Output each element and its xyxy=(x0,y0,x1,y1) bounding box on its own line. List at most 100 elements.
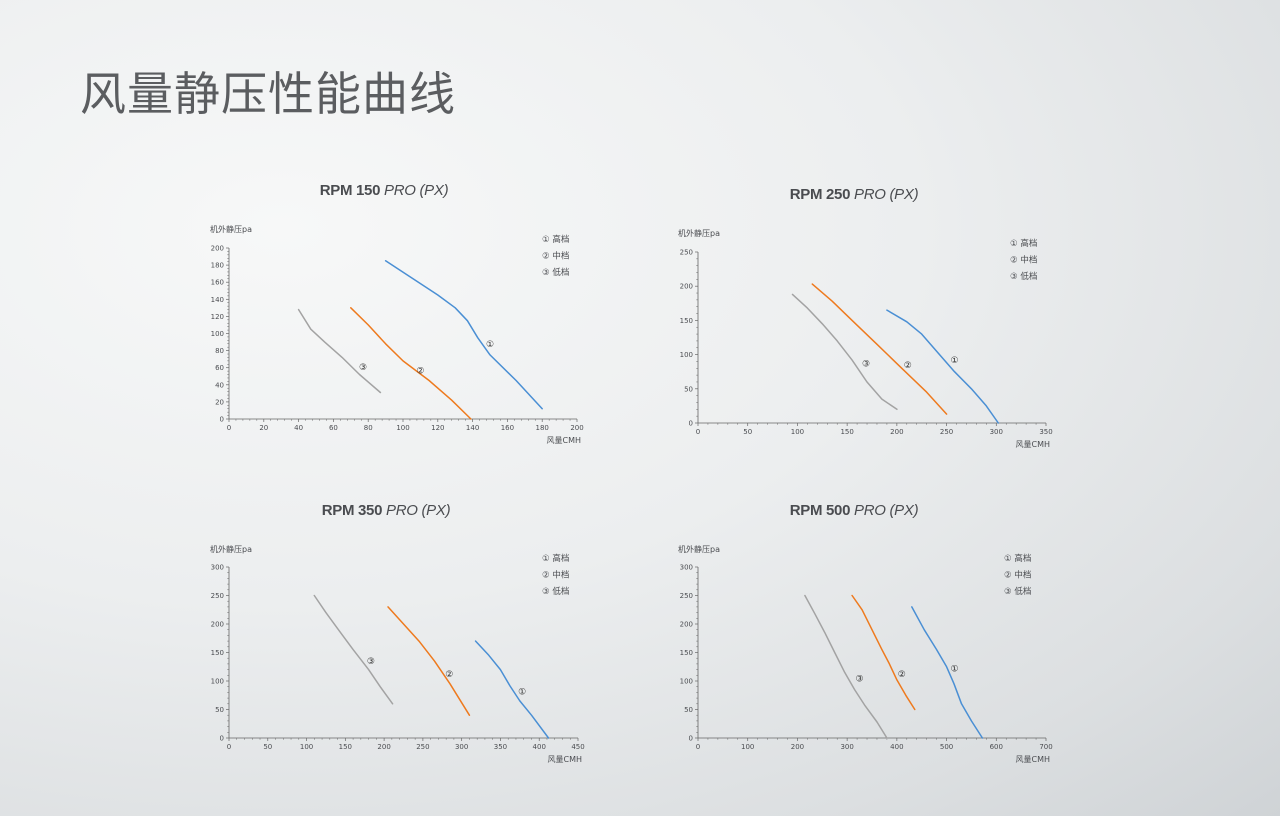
series-marker-label: ③ xyxy=(862,359,870,369)
chart-title-bold: RPM 250 xyxy=(789,186,851,203)
y-tick-label: 100 xyxy=(680,678,693,686)
series-marker-label: ① xyxy=(486,340,494,350)
x-tick-label: 0 xyxy=(696,428,700,436)
x-tick-label: 300 xyxy=(840,743,853,751)
y-tick-label: 0 xyxy=(689,420,693,428)
x-tick-label: 120 xyxy=(431,424,444,432)
chart-title-italic: PRO (PX) xyxy=(386,502,451,519)
x-tick-label: 20 xyxy=(259,424,268,432)
y-tick-label: 50 xyxy=(684,706,693,714)
x-axis-label: 风量CMH xyxy=(1015,755,1050,764)
x-tick-label: 150 xyxy=(840,428,853,436)
legend-item: ② 中档 xyxy=(1010,255,1037,266)
chart-panel-rpm250: RPM 250 PRO (PX) 机外静压pa 0 50 100 150 200 250 30… xyxy=(678,186,1078,466)
x-tick-label: 600 xyxy=(990,743,1003,751)
x-tick-label: 400 xyxy=(533,743,546,751)
y-axis-label: 机外静压pa xyxy=(678,544,720,554)
y-tick-label: 300 xyxy=(211,564,224,572)
legend-item: ① 高档 xyxy=(542,553,569,564)
chart-title-bold: RPM 350 xyxy=(321,502,383,519)
x-tick-label: 200 xyxy=(377,743,390,751)
x-tick-label: 350 xyxy=(494,743,507,751)
x-tick-label: 0 xyxy=(227,743,231,751)
x-tick-label: 250 xyxy=(940,428,953,436)
x-tick-label: 100 xyxy=(741,743,754,751)
y-tick-label: 250 xyxy=(680,592,693,600)
y-tick-label: 200 xyxy=(680,621,693,629)
x-tick-label: 50 xyxy=(743,428,752,436)
chart-title-bold: RPM 500 xyxy=(789,502,851,519)
x-tick-label: 300 xyxy=(455,743,468,751)
chart-panel-rpm150: RPM 150 PRO (PX) 机外静压pa 0 20 40 60 80 100 120 14… xyxy=(210,182,610,462)
chart-panel-rpm500: RPM 500 PRO (PX) 机外静压pa 0 100 200 300 400 500 6… xyxy=(678,502,1078,782)
series-line-1 xyxy=(886,309,1000,424)
chart-rpm500: 机外静压pa 0 100 200 300 400 500 600 700 0 50 100 150 200… xyxy=(678,544,1053,764)
x-tick-label: 400 xyxy=(890,743,903,751)
chart-title: RPM 250 PRO (PX) xyxy=(654,186,1054,203)
x-tick-label: 80 xyxy=(364,424,373,432)
y-tick-label: 0 xyxy=(220,416,224,424)
chart-title: RPM 150 PRO (PX) xyxy=(184,182,584,199)
y-tick-label: 160 xyxy=(211,279,224,287)
y-tick-label: 50 xyxy=(684,385,693,393)
y-tick-label: 300 xyxy=(680,564,693,572)
legend-item: ③ 低档 xyxy=(1004,586,1031,597)
page-title: 风量静压性能曲线 xyxy=(80,67,456,121)
y-tick-label: 150 xyxy=(680,649,693,657)
series-marker-label: ② xyxy=(904,361,912,371)
x-tick-label: 100 xyxy=(791,428,804,436)
y-tick-label: 100 xyxy=(211,678,224,686)
series-marker-label: ③ xyxy=(856,675,864,685)
y-tick-label: 200 xyxy=(211,621,224,629)
x-tick-label: 100 xyxy=(300,743,313,751)
x-tick-label: 300 xyxy=(990,428,1003,436)
y-tick-label: 50 xyxy=(215,706,224,714)
x-tick-label: 0 xyxy=(227,424,231,432)
y-tick-label: 200 xyxy=(211,245,224,253)
legend-item: ③ 低档 xyxy=(1010,271,1037,282)
y-tick-label: 60 xyxy=(215,364,224,372)
x-axis-label: 风量CMH xyxy=(546,436,581,445)
series-line-2 xyxy=(811,283,948,415)
y-tick-label: 150 xyxy=(211,649,224,657)
series-line-2 xyxy=(387,606,471,716)
y-axis-label: 机外静压pa xyxy=(678,228,720,238)
x-tick-label: 450 xyxy=(571,743,584,751)
y-tick-label: 150 xyxy=(680,317,693,325)
chart-title-bold: RPM 150 xyxy=(319,182,381,199)
x-tick-label: 350 xyxy=(1039,428,1052,436)
x-tick-label: 700 xyxy=(1039,743,1052,751)
y-tick-label: 120 xyxy=(211,313,224,321)
x-axis-label: 风量CMH xyxy=(547,755,582,764)
x-tick-label: 0 xyxy=(696,743,700,751)
x-tick-label: 150 xyxy=(339,743,352,751)
legend-item: ② 中档 xyxy=(542,570,569,581)
series-marker-label: ② xyxy=(445,670,453,680)
x-tick-label: 500 xyxy=(940,743,953,751)
x-tick-label: 200 xyxy=(570,424,583,432)
x-tick-label: 250 xyxy=(416,743,429,751)
series-marker-label: ① xyxy=(950,664,958,674)
series-line-1 xyxy=(474,640,550,739)
x-tick-label: 180 xyxy=(536,424,549,432)
x-tick-label: 200 xyxy=(890,428,903,436)
series-line-3 xyxy=(313,594,394,705)
y-tick-label: 250 xyxy=(680,249,693,257)
x-tick-label: 40 xyxy=(294,424,303,432)
y-tick-label: 250 xyxy=(211,592,224,600)
series-line-2 xyxy=(851,594,916,711)
series-line-1 xyxy=(911,606,984,739)
x-axis-label: 风量CMH xyxy=(1015,440,1050,449)
series-marker-label: ① xyxy=(950,356,958,366)
x-tick-label: 160 xyxy=(501,424,514,432)
y-tick-label: 140 xyxy=(211,296,224,304)
chart-rpm350: 机外静压pa 0 50 100 150 200 250 300 350 400 450 0 50 100 1… xyxy=(210,544,585,764)
chart-title: RPM 500 PRO (PX) xyxy=(654,502,1054,519)
chart-title-italic: PRO (PX) xyxy=(854,186,919,203)
legend-item: ③ 低档 xyxy=(542,267,569,278)
legend-item: ① 高档 xyxy=(1004,553,1031,564)
x-tick-label: 200 xyxy=(791,743,804,751)
series-line-3 xyxy=(791,293,898,411)
legend-item: ③ 低档 xyxy=(542,586,569,597)
x-tick-label: 140 xyxy=(466,424,479,432)
